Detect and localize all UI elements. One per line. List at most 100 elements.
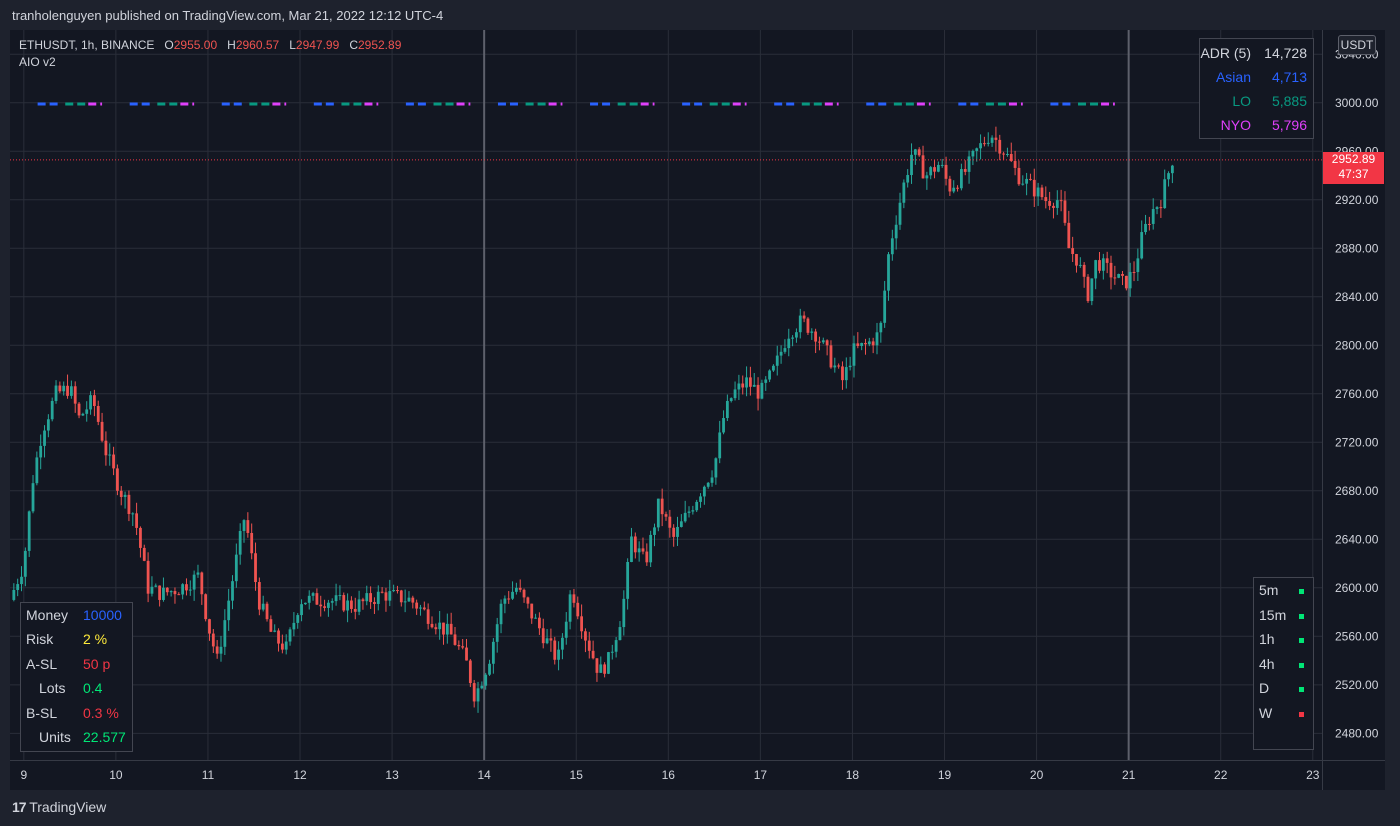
candle-body-up bbox=[311, 593, 315, 596]
candle-body-down bbox=[449, 623, 453, 635]
x-tick-label: 17 bbox=[754, 768, 768, 782]
candle-body-down bbox=[465, 647, 468, 661]
candle-body-up bbox=[695, 501, 699, 511]
x-tick-label: 22 bbox=[1214, 768, 1228, 782]
candle-body-down bbox=[1159, 207, 1163, 209]
y-tick-label: 2800.00 bbox=[1335, 338, 1379, 352]
candle-body-down bbox=[944, 164, 948, 179]
nyo-label: NYO bbox=[1220, 117, 1251, 133]
candle-body-up bbox=[967, 156, 971, 172]
candle-body-up bbox=[1006, 154, 1009, 156]
candle-body-down bbox=[73, 386, 77, 404]
candle-body-down bbox=[998, 139, 1002, 154]
ohlc-legend: ETHUSDT, 1h, BINANCE O2955.00 H2960.57 L… bbox=[19, 38, 401, 52]
candle-body-up bbox=[610, 651, 614, 653]
candle-body-down bbox=[1132, 271, 1136, 273]
a-sl-value: 50 p bbox=[83, 656, 111, 672]
high-value: 2960.57 bbox=[235, 38, 280, 52]
candle-body-down bbox=[104, 440, 108, 456]
units-value: 22.577 bbox=[83, 729, 126, 745]
candle-body-up bbox=[890, 238, 894, 255]
candle-body-up bbox=[910, 154, 913, 176]
risk-value: 2 % bbox=[83, 631, 108, 647]
candle-body-down bbox=[1032, 179, 1036, 197]
candle-body-down bbox=[396, 590, 399, 592]
candle-body-down bbox=[660, 498, 664, 515]
tf-row-d: D bbox=[1254, 680, 1313, 704]
candle-body-down bbox=[748, 377, 752, 387]
candle-body-down bbox=[1040, 187, 1044, 198]
candle-body-up bbox=[545, 638, 549, 644]
candle-body-up bbox=[986, 142, 990, 144]
last-price-value: 2952.89 bbox=[1331, 152, 1376, 166]
candle-body-up bbox=[718, 432, 722, 459]
candle-body-down bbox=[814, 331, 818, 342]
y-tick-label: 3000.00 bbox=[1335, 96, 1379, 110]
candle-body-up bbox=[630, 536, 633, 562]
tf-label: 1h bbox=[1259, 631, 1275, 647]
candle-body-up bbox=[656, 498, 660, 528]
candle-body-down bbox=[1059, 200, 1063, 202]
candle-body-up bbox=[702, 486, 706, 497]
chart-pane[interactable] bbox=[10, 30, 1385, 790]
candle-body-up bbox=[514, 587, 518, 592]
candle-body-up bbox=[975, 148, 979, 151]
candle-body-down bbox=[1013, 160, 1017, 168]
candle-body-up bbox=[192, 574, 196, 590]
candle-body-up bbox=[476, 688, 480, 702]
candle-body-down bbox=[177, 594, 181, 596]
candle-body-up bbox=[1155, 207, 1159, 210]
candle-body-down bbox=[1113, 277, 1117, 279]
candle-body-down bbox=[841, 366, 844, 381]
candle-body-down bbox=[664, 514, 668, 517]
candle-body-up bbox=[848, 365, 852, 368]
candle-body-up bbox=[691, 510, 695, 512]
candle-body-down bbox=[250, 532, 254, 554]
candle-body-up bbox=[879, 322, 883, 333]
money-label: Money bbox=[26, 607, 69, 623]
tradingview-logo[interactable]: 17 TradingView bbox=[12, 799, 106, 815]
candle-body-down bbox=[856, 343, 860, 346]
candle-body-up bbox=[1036, 187, 1040, 197]
a-sl-row: A-SL 50 p bbox=[21, 656, 132, 680]
candle-body-down bbox=[825, 340, 829, 346]
symbol-label[interactable]: ETHUSDT, 1h, BINANCE bbox=[19, 38, 155, 52]
candle-body-up bbox=[534, 617, 537, 619]
candle-body-up bbox=[925, 175, 929, 179]
candle-body-down bbox=[185, 584, 188, 591]
currency-button[interactable]: USDT bbox=[1338, 35, 1376, 55]
candle-body-up bbox=[499, 603, 503, 625]
candle-body-down bbox=[399, 590, 403, 603]
asian-row: Asian 4,713 bbox=[1216, 69, 1307, 85]
candle-body-down bbox=[1052, 205, 1055, 208]
indicator-name[interactable]: AIO v2 bbox=[19, 55, 56, 69]
candle-body-up bbox=[1167, 173, 1170, 180]
candle-body-down bbox=[917, 149, 921, 156]
candle-body-up bbox=[234, 554, 238, 582]
candle-body-down bbox=[457, 644, 461, 647]
candle-body-up bbox=[438, 622, 442, 630]
candle-body-up bbox=[791, 337, 794, 339]
candle-body-up bbox=[16, 584, 20, 590]
low-value: 2947.99 bbox=[295, 38, 340, 52]
candle-body-up bbox=[1144, 223, 1147, 233]
candle-body-down bbox=[1075, 254, 1078, 266]
candle-body-down bbox=[430, 623, 434, 628]
candle-body-up bbox=[388, 591, 392, 601]
candle-body-down bbox=[1124, 275, 1128, 289]
candle-body-down bbox=[323, 606, 326, 608]
candle-body-up bbox=[223, 620, 227, 647]
candle-body-up bbox=[706, 482, 710, 487]
y-tick-label: 2880.00 bbox=[1335, 241, 1379, 255]
y-tick-label: 2560.00 bbox=[1335, 629, 1379, 643]
candle-body-up bbox=[940, 164, 944, 166]
candle-body-down bbox=[58, 385, 62, 392]
candle-body-up bbox=[676, 526, 679, 537]
candle-body-down bbox=[1098, 260, 1101, 271]
tf-label: 4h bbox=[1259, 656, 1275, 672]
candle-body-up bbox=[327, 602, 330, 608]
candle-body-up bbox=[181, 584, 185, 595]
candle-body-down bbox=[1029, 178, 1032, 180]
candle-body-down bbox=[280, 643, 284, 650]
